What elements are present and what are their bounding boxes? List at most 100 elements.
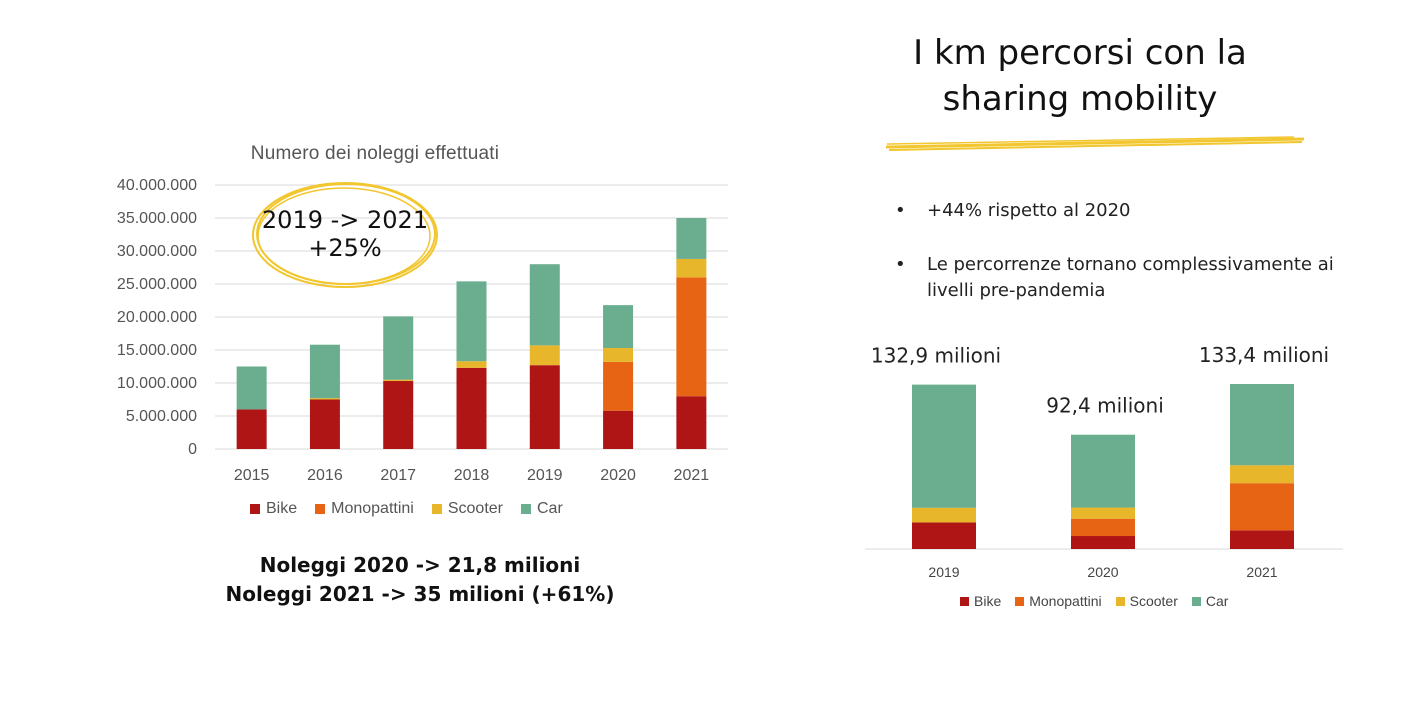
summary-line-2020: Noleggi 2020 -> 21,8 milioni	[259, 553, 581, 577]
bar-segment-car-2020	[603, 305, 634, 349]
y-tick-label: 0	[188, 441, 197, 458]
x-tick-label: 2015	[234, 467, 270, 484]
legend-swatch-car	[1191, 596, 1201, 606]
legend-swatch-bike	[960, 596, 969, 606]
right-chart-svg: 2019 132,9 milioni 2020 92,4 milioni 2021 133…	[865, 343, 1343, 580]
legend-label-scooter: Scooter	[447, 500, 503, 517]
bullet-dot-icon: •	[895, 254, 906, 275]
legend-item-scooter: Scooter	[1115, 593, 1178, 609]
legend-swatch-scooter	[431, 504, 442, 514]
page-title: I km percorsi con la sharing mobility	[880, 30, 1280, 122]
x-tick-label: 2019	[527, 467, 563, 484]
bar-segment-bike-2020	[603, 410, 634, 449]
x-tick-label: 2018	[454, 467, 490, 484]
bullet-item: • +44% rispetto al 2020	[895, 198, 1335, 224]
left-chart: Numero dei noleggi effettuati 0 5.000.000…	[90, 135, 750, 535]
y-tick-label: 10.000.000	[117, 375, 197, 392]
legend-item-bike: Bike	[960, 593, 1001, 609]
bar-segment-monopattini-2020	[1071, 518, 1135, 537]
y-tick-label: 35.000.000	[117, 210, 197, 227]
x-tick-label: 2021	[674, 467, 710, 484]
legend-label-car: Car	[536, 500, 563, 517]
bar-segment-scooter-2016	[309, 398, 340, 400]
data-label-2019: 132,9 milioni	[871, 344, 1001, 368]
right-chart: 2019 132,9 milioni 2020 92,4 milioni 2021 133…	[860, 330, 1360, 630]
bar-segment-bike-2017	[383, 381, 414, 449]
bar-segment-car-2018	[456, 281, 487, 362]
legend-label-bike: Bike	[266, 500, 298, 517]
legend-item-car: Car	[520, 500, 563, 518]
title-underline	[885, 136, 1305, 151]
bar-segment-scooter-2021	[676, 258, 707, 278]
x-tick-label: 2016	[307, 467, 343, 484]
bar-segment-scooter-2020	[603, 348, 634, 362]
left-chart-svg: 0 5.000.000 10.000.000 15.000.000 20.000.000…	[117, 177, 728, 484]
legend-label-monopattini: Monopattini	[1029, 593, 1102, 609]
growth-highlight: 2019 -> 2021 +25%	[250, 180, 440, 290]
legend-label-car: Car	[1205, 593, 1229, 609]
bar-segment-bike-2021	[676, 396, 707, 449]
summary-line-2021: Noleggi 2021 -> 35 milioni (+61%)	[225, 582, 615, 606]
legend-item-monopattini: Monopattini	[1015, 593, 1102, 609]
bar-segment-bike-2019	[912, 522, 976, 549]
bar-segment-monopattini-2021	[676, 277, 707, 397]
y-tick-label: 15.000.000	[117, 342, 197, 359]
x-tick-label: 2020	[600, 467, 636, 484]
legend-label-scooter: Scooter	[1129, 593, 1178, 609]
x-tick-label: 2019	[928, 564, 959, 580]
left-legend: Bike Monopattini Scooter Car	[250, 500, 563, 518]
bar-segment-car-2020	[1071, 434, 1135, 508]
rentals-summary: Noleggi 2020 -> 21,8 milioni Noleggi 202…	[210, 551, 630, 609]
legend-item-scooter: Scooter	[431, 500, 503, 518]
y-tick-label: 30.000.000	[117, 243, 197, 260]
y-tick-label: 40.000.000	[117, 177, 197, 194]
highlight-ring	[252, 182, 438, 288]
legend-label-bike: Bike	[974, 593, 1002, 609]
legend-item-monopattini: Monopattini	[315, 500, 414, 518]
data-label-2021: 133,4 milioni	[1199, 343, 1329, 367]
bar-segment-bike-2018	[456, 367, 487, 449]
bar-segment-car-2015	[236, 366, 267, 410]
title-line2: sharing mobility	[942, 79, 1218, 119]
x-tick-label: 2021	[1246, 564, 1277, 580]
legend-item-bike: Bike	[250, 500, 297, 518]
bar-segment-car-2019	[912, 384, 976, 508]
bullet-text: +44% rispetto al 2020	[927, 200, 1131, 221]
bar-segment-scooter-2018	[456, 361, 487, 368]
legend-item-car: Car	[1191, 593, 1229, 609]
legend-swatch-car	[520, 504, 531, 514]
title-line1: I km percorsi con la	[913, 33, 1247, 73]
x-tick-label: 2017	[380, 467, 416, 484]
bar-segment-car-2019	[529, 264, 560, 346]
y-tick-label: 5.000.000	[126, 408, 197, 425]
y-tick-label: 25.000.000	[117, 276, 197, 293]
legend-label-monopattini: Monopattini	[331, 500, 414, 517]
bar-segment-bike-2019	[529, 365, 560, 449]
bar-segment-bike-2016	[309, 399, 340, 449]
legend-swatch-monopattini	[315, 504, 326, 514]
bar-segment-monopattini-2021	[1230, 483, 1294, 531]
chart-title: Numero dei noleggi effettuati	[250, 143, 500, 164]
bar-segment-scooter-2017	[383, 379, 414, 382]
bar-segment-bike-2021	[1230, 530, 1294, 549]
bar-segment-car-2016	[309, 344, 340, 399]
bar-segment-car-2017	[383, 316, 414, 380]
x-tick-label: 2020	[1087, 564, 1118, 580]
bar-segment-scooter-2019	[912, 507, 976, 523]
bar-segment-scooter-2020	[1071, 507, 1135, 519]
legend-swatch-monopattini	[1015, 596, 1025, 606]
highlight-line2: +25%	[308, 234, 382, 262]
key-points: • +44% rispetto al 2020 • Le percorrenze…	[895, 198, 1335, 332]
right-legend: Bike Monopattini Scooter Car	[960, 593, 1228, 609]
bullet-text: Le percorrenze tornano complessivamente …	[927, 254, 1334, 301]
bar-segment-car-2021	[1230, 384, 1294, 466]
data-label-2020: 92,4 milioni	[1046, 394, 1164, 418]
bar-segment-bike-2020	[1071, 536, 1135, 549]
bar-segment-bike-2015	[236, 409, 267, 449]
bar-segment-monopattini-2020	[603, 361, 634, 411]
bar-segment-scooter-2019	[529, 345, 560, 366]
legend-swatch-scooter	[1115, 596, 1125, 606]
bar-segment-car-2021	[676, 218, 707, 259]
y-tick-label: 20.000.000	[117, 309, 197, 326]
highlight-line1: 2019 -> 2021	[261, 206, 429, 235]
